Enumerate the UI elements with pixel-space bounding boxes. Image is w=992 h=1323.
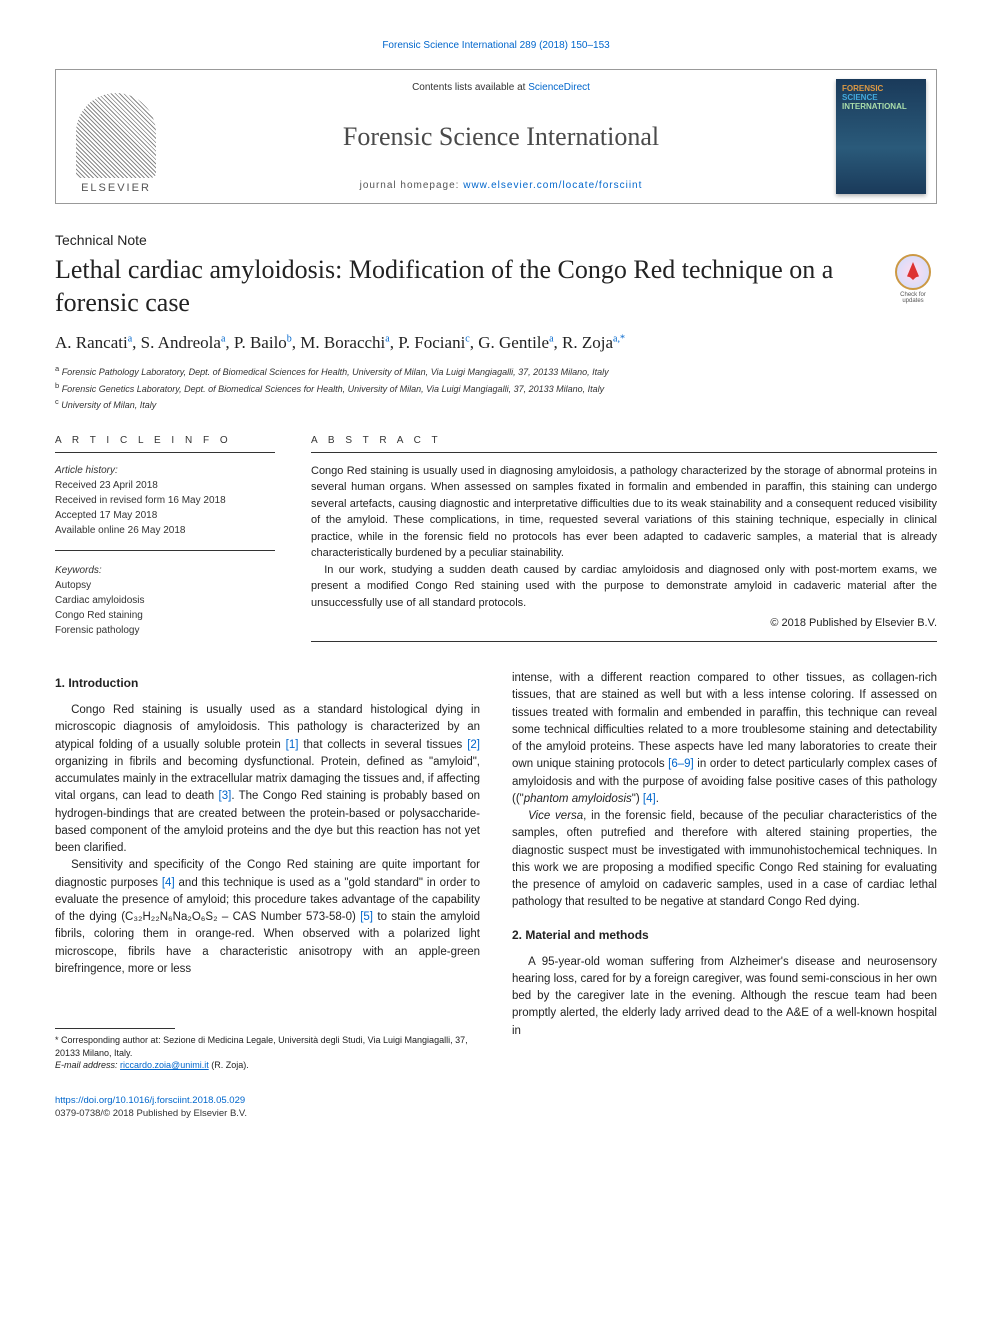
contents-prefix: Contents lists available at [412, 82, 528, 93]
article-history: Article history: Received 23 April 2018 … [55, 463, 275, 551]
elsevier-tree-icon [76, 93, 156, 178]
elsevier-text: ELSEVIER [81, 182, 151, 194]
keyword: Cardiac amyloidosis [55, 593, 275, 608]
cover-title: FORENSIC SCIENCE INTERNATIONAL [842, 85, 907, 111]
authors-list: A. Rancatia, S. Andreolaa, P. Bailob, M.… [55, 333, 937, 353]
journal-reference: Forensic Science International 289 (2018… [55, 40, 937, 51]
history-accepted: Accepted 17 May 2018 [55, 508, 275, 523]
header-right: FORENSIC SCIENCE INTERNATIONAL [826, 70, 936, 203]
article-info-column: A R T I C L E I N F O Article history: R… [55, 435, 275, 643]
col2-p2: Vice versa, in the forensic field, becau… [512, 808, 937, 912]
journal-cover-thumbnail[interactable]: FORENSIC SCIENCE INTERNATIONAL [836, 79, 926, 194]
cover-line3: INTERNATIONAL [842, 103, 907, 112]
body-text: 1. Introduction Congo Red staining is us… [55, 670, 937, 1072]
affiliations: a Forensic Pathology Laboratory, Dept. o… [55, 363, 937, 413]
abstract-head: A B S T R A C T [311, 435, 937, 453]
footnotes: * Corresponding author at: Sezione di Me… [55, 1034, 480, 1072]
history-online: Available online 26 May 2018 [55, 523, 275, 538]
intro-p2: Sensitivity and specificity of the Congo… [55, 857, 480, 978]
section-heading-intro: 1. Introduction [55, 674, 480, 692]
doi-link[interactable]: https://doi.org/10.1016/j.forsciint.2018… [55, 1095, 245, 1106]
journal-header: ELSEVIER Contents lists available at Sci… [55, 69, 937, 204]
header-center: Contents lists available at ScienceDirec… [176, 70, 826, 203]
section-heading-methods: 2. Material and methods [512, 926, 937, 944]
keywords-label: Keywords: [55, 563, 275, 578]
crossmark-badge[interactable]: Check for updates [889, 254, 937, 302]
crossmark-icon [895, 254, 931, 290]
issn-copyright: 0379-0738/© 2018 Published by Elsevier B… [55, 1108, 247, 1119]
email-line: E-mail address: riccardo.zoia@unimi.it (… [55, 1059, 480, 1072]
abstract-p2: In our work, studying a sudden death cau… [311, 562, 937, 612]
col2-p1: intense, with a different reaction compa… [512, 670, 937, 808]
article-title: Lethal cardiac amyloidosis: Modification… [55, 254, 889, 319]
footnote-separator [55, 1028, 175, 1029]
abstract-p1: Congo Red staining is usually used in di… [311, 463, 937, 562]
keyword: Congo Red staining [55, 608, 275, 623]
abstract-text: Congo Red staining is usually used in di… [311, 463, 937, 612]
elsevier-logo[interactable]: ELSEVIER [66, 79, 166, 194]
affiliation-a: a Forensic Pathology Laboratory, Dept. o… [55, 363, 937, 380]
abstract-copyright: © 2018 Published by Elsevier B.V. [311, 617, 937, 629]
sciencedirect-link[interactable]: ScienceDirect [528, 82, 590, 93]
intro-p1: Congo Red staining is usually used as a … [55, 702, 480, 857]
affiliation-c: c University of Milan, Italy [55, 396, 937, 413]
history-revised: Received in revised form 16 May 2018 [55, 493, 275, 508]
history-label: Article history: [55, 463, 275, 478]
methods-p1: A 95-year-old woman suffering from Alzhe… [512, 954, 937, 1040]
abstract-rule [311, 641, 937, 642]
keywords-block: Keywords: Autopsy Cardiac amyloidosis Co… [55, 563, 275, 638]
keyword: Autopsy [55, 578, 275, 593]
article-type: Technical Note [55, 232, 937, 248]
article-info-head: A R T I C L E I N F O [55, 435, 275, 453]
email-label: E-mail address: [55, 1060, 120, 1070]
abstract-column: A B S T R A C T Congo Red staining is us… [311, 435, 937, 643]
keyword: Forensic pathology [55, 623, 275, 638]
homepage-link[interactable]: www.elsevier.com/locate/forsciint [463, 180, 642, 191]
journal-title: Forensic Science International [343, 122, 659, 152]
email-suffix: (R. Zoja). [209, 1060, 249, 1070]
homepage-line: journal homepage: www.elsevier.com/locat… [360, 180, 643, 191]
doi-block: https://doi.org/10.1016/j.forsciint.2018… [55, 1094, 937, 1121]
history-received: Received 23 April 2018 [55, 478, 275, 493]
homepage-prefix: journal homepage: [360, 180, 464, 191]
corresponding-author: * Corresponding author at: Sezione di Me… [55, 1034, 480, 1059]
contents-line: Contents lists available at ScienceDirec… [412, 82, 590, 93]
email-link[interactable]: riccardo.zoia@unimi.it [120, 1060, 209, 1070]
affiliation-b: b Forensic Genetics Laboratory, Dept. of… [55, 380, 937, 397]
publisher-logo-area: ELSEVIER [56, 70, 176, 203]
crossmark-text-2: updates [889, 298, 937, 304]
